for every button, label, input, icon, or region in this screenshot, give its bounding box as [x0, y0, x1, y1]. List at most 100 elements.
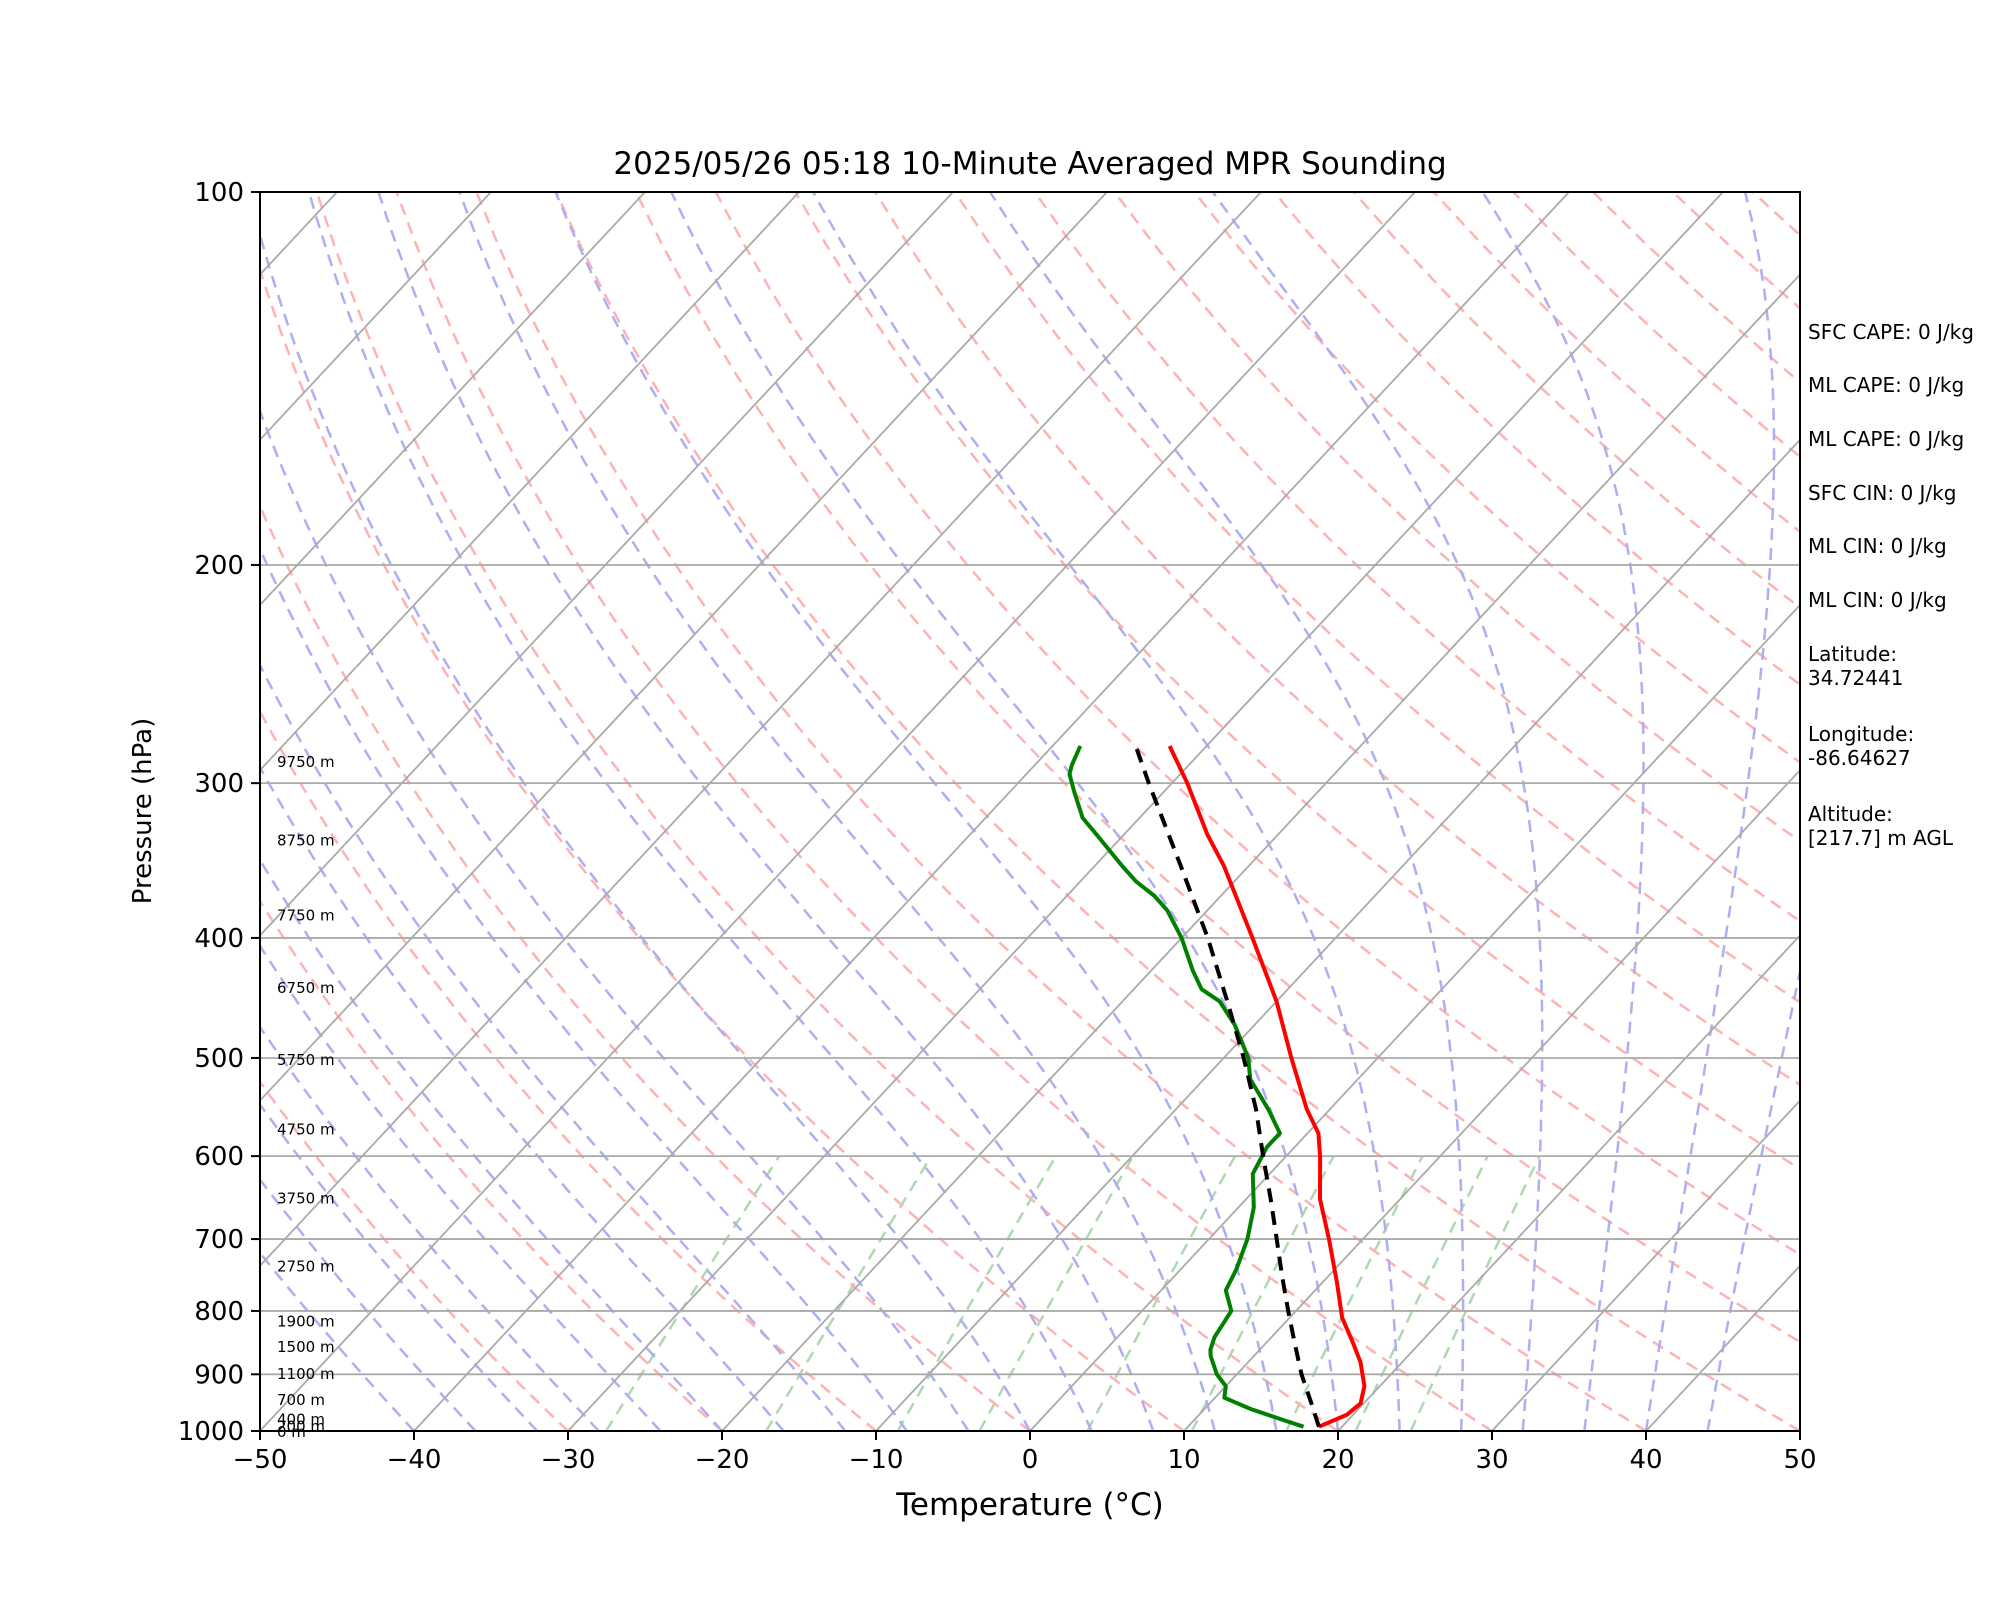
dry-adiabat-line [554, 192, 1800, 1431]
y-tick-label: 700 [194, 1225, 244, 1255]
x-tick-label: 0 [1022, 1445, 1039, 1475]
isotherm-line [1183, 768, 1800, 1431]
height-label: 6750 m [277, 979, 335, 997]
x-axis-label: Temperature (°C) [895, 1487, 1164, 1523]
moist-adiabat-line [260, 764, 785, 1431]
height-label: 7750 m [277, 907, 335, 925]
moist-adiabat-line [260, 1024, 600, 1431]
mixing-ratio-line [896, 1155, 1057, 1431]
dry-adiabat-line [475, 192, 1647, 1431]
dry-adiabat-line [794, 192, 1800, 1171]
sounding-index: SFC CAPE: 0 J/kg [1808, 320, 1974, 344]
y-tick-label: 600 [194, 1142, 244, 1172]
mixing-ratio-line [1086, 1155, 1237, 1431]
isotherm-line [721, 273, 1800, 1431]
moist-adiabat-line [260, 230, 1032, 1431]
dry-adiabat-line [953, 192, 1800, 1004]
y-tick-label: 100 [194, 178, 244, 208]
moist-adiabat-line [260, 662, 847, 1431]
dry-adiabat-line [1113, 192, 1800, 843]
y-axis-ticks: 100 200 300 400 500 600 700 800 900 1000 [178, 178, 260, 1447]
isotherm-line [260, 192, 646, 607]
y-tick-label: 1000 [178, 1417, 244, 1447]
dry-adiabat-line [1992, 192, 2000, 1431]
isotherm-line [260, 192, 338, 276]
moist-adiabat-line [260, 943, 662, 1431]
moist-adiabat-line [1644, 192, 1776, 1431]
temperature-line [1167, 745, 1367, 1429]
y-tick-label: 300 [194, 769, 244, 799]
x-tick-label: 40 [1629, 1445, 1662, 1475]
y-tick-label: 800 [194, 1297, 244, 1327]
y-tick-label: 900 [194, 1360, 244, 1390]
x-tick-label: 20 [1321, 1445, 1354, 1475]
height-label: 2750 m [277, 1257, 335, 1275]
dry-adiabat-line [874, 192, 1800, 1087]
dry-adiabat-line [260, 502, 1031, 1431]
moist-adiabat-line [554, 192, 1278, 1431]
moist-adiabat-line [260, 1102, 539, 1431]
dry-adiabat-line [315, 192, 1339, 1431]
x-tick-label: 50 [1783, 1445, 1816, 1475]
moist-adiabat-line [812, 192, 1401, 1431]
sounding-index: SFC CIN: 0 J/kg [1808, 481, 1957, 505]
height-label: 1100 m [277, 1365, 335, 1383]
height-label: 9750 m [277, 753, 335, 771]
height-label: 1900 m [277, 1312, 335, 1330]
dry-adiabat-line [714, 192, 1800, 1257]
y-tick-label: 400 [194, 924, 244, 954]
sounding-index: Altitude: [217.7] m AGL [1808, 802, 1954, 850]
isotherm-line [875, 438, 1800, 1431]
sounding-index: ML CIN: 0 J/kg [1808, 534, 1947, 558]
dewpoint-line [1067, 745, 1305, 1429]
height-label: 8750 m [277, 831, 335, 849]
height-label: 1500 m [277, 1338, 335, 1356]
height-label: 4750 m [277, 1121, 335, 1139]
x-tick-label: −20 [695, 1445, 750, 1475]
moist-adiabat-line [458, 192, 1217, 1431]
sounding-index: ML CAPE: 0 J/kg [1808, 427, 1965, 451]
moist-adiabat-line [1706, 965, 1800, 1431]
sounding-index: Longitude: -86.64627 [1808, 722, 1915, 770]
sounding-index: ML CAPE: 0 J/kg [1808, 373, 1965, 397]
isotherm-line [260, 192, 1416, 1431]
moist-adiabat-line [260, 407, 970, 1431]
y-tick-label: 500 [194, 1044, 244, 1074]
moist-adiabat-line [260, 857, 723, 1431]
height-label: 5750 m [277, 1051, 335, 1069]
isotherm-line [260, 192, 1262, 1268]
height-label: 3750 m [277, 1190, 335, 1208]
isotherm-line [260, 192, 800, 772]
moist-adiabat-line [1211, 192, 1544, 1431]
data-lines [1067, 745, 1367, 1429]
x-tick-label: −50 [233, 1445, 288, 1475]
x-axis-ticks: −50 −40 −30 −20 −10 0 10 20 30 40 50 [233, 1431, 1817, 1475]
x-tick-label: −10 [849, 1445, 904, 1475]
isotherm-line [1491, 1099, 1800, 1431]
sounding-index: Latitude: 34.72441 [1808, 642, 1904, 690]
chart-title: 2025/05/26 05:18 10-Minute Averaged MPR … [613, 146, 1446, 182]
isotherm-line [567, 192, 1724, 1431]
moist-adiabat-line [377, 192, 1155, 1431]
y-tick-label: 200 [194, 551, 244, 581]
x-tick-label: −30 [541, 1445, 596, 1475]
mixing-ratio-line [978, 1155, 1135, 1431]
dry-adiabat-line [260, 898, 723, 1431]
moist-adiabat-line [1481, 192, 1645, 1431]
moist-adiabat-line [988, 192, 1465, 1431]
mixing-ratio-line [1285, 1155, 1424, 1431]
height-label: 700 m [277, 1391, 325, 1409]
height-label: 400 m [277, 1410, 325, 1428]
parcel-line [1133, 745, 1321, 1428]
sounding-index: ML CIN: 0 J/kg [1808, 588, 1947, 612]
y-axis-label: Pressure (hPa) [128, 718, 158, 905]
x-tick-label: 30 [1475, 1445, 1508, 1475]
mixing-ratio-line [1409, 1155, 1541, 1431]
moist-adiabat-line [307, 192, 1093, 1431]
isotherm-line [1029, 603, 1800, 1431]
isotherm-line [260, 192, 954, 937]
isotherm-line [260, 192, 492, 442]
x-tick-label: −40 [387, 1445, 442, 1475]
